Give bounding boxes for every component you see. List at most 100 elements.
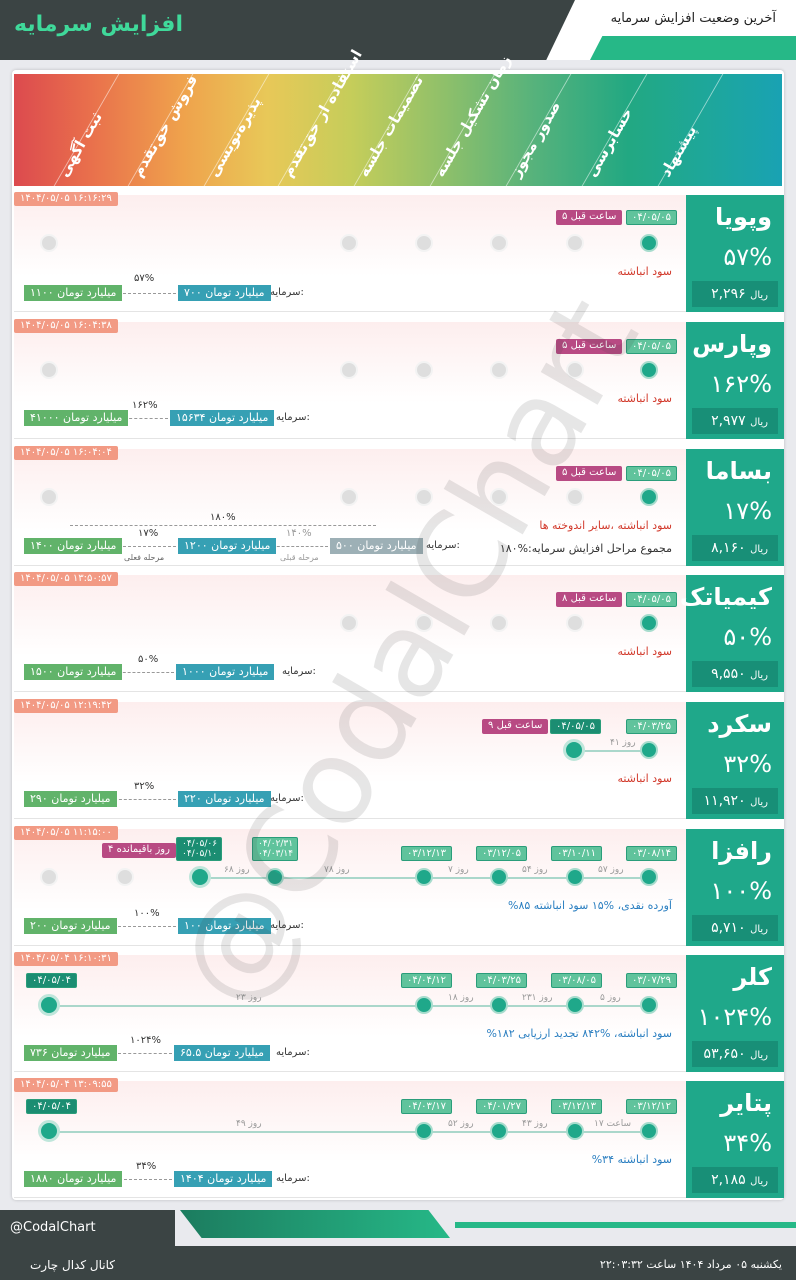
stage-dot-current <box>38 994 60 1016</box>
date-tag: ۰۴/۰۵/۰۴ <box>26 1099 77 1114</box>
company-row[interactable]: پتایر ۳۴% ۲,۱۸۵ ریال ۱۴۰۴/۰۵/۰۴ ۱۳:۰۹:۵۵… <box>14 1078 784 1198</box>
date-tag: ۰۴/۰۵/۰۵ <box>626 339 677 354</box>
price-unit: ریال <box>750 417 768 428</box>
days-label: ۶۸ روز <box>224 865 250 875</box>
days-label: ۴۳ روز <box>522 1119 548 1129</box>
increase-percent: ۳۲% <box>723 750 772 778</box>
company-row[interactable]: رافزا ۱۰۰% ۵,۷۱۰ ریال ۱۴۰۴/۰۵/۰۵ ۱۱:۱۵:۰… <box>14 826 784 946</box>
stage-dot <box>490 234 508 252</box>
timestamp-badge: ۱۴۰۴/۰۵/۰۵ ۱۳:۵۰:۵۷ <box>14 572 118 586</box>
company-card[interactable]: وپارس ۱۶۲% ۲,۹۷۷ ریال <box>686 322 784 439</box>
report-datetime: یکشنبه ۰۵ مرداد ۱۴۰۴ ساعت ۲۲:۰۳:۳۲ <box>599 1258 782 1271</box>
company-name: وپارس <box>692 330 772 358</box>
company-card[interactable]: پتایر ۳۴% ۲,۱۸۵ ریال <box>686 1081 784 1198</box>
company-card[interactable]: بساما ۱۷% ۸,۱۶۰ ریال <box>686 449 784 566</box>
ago-tag: ۹ ساعت قبل <box>482 719 549 734</box>
days-label: ۷ روز <box>448 865 469 875</box>
company-name: پتایر <box>720 1089 772 1117</box>
date-tag: ۰۳/۰۸/۰۵ <box>551 973 602 988</box>
stage-dot-current <box>189 866 211 888</box>
timeline-line <box>50 1131 650 1133</box>
stage-dot-active <box>490 996 508 1014</box>
date-tag: ۰۳/۱۰/۱۱ <box>551 846 602 861</box>
stage-dot <box>415 234 433 252</box>
method-description: سود انباشته <box>617 265 672 278</box>
capital-to: ۱۱۰۰ میلیارد تومان <box>24 285 123 301</box>
method-description: سود انباشته ،سایر اندوخته ها <box>539 519 672 532</box>
capital-increase: ۱۷% <box>138 528 159 539</box>
capital-from: ۱۵۶۳۴ میلیارد تومان <box>170 410 275 426</box>
company-name: سکرد <box>707 710 772 738</box>
stage-dot-active <box>566 868 584 886</box>
capital-from: ۱۲۰۰ میلیارد تومان <box>178 538 277 554</box>
company-card[interactable]: وپویا ۵۷% ۲,۲۹۶ ریال <box>686 195 784 312</box>
stage-dot-active <box>490 1122 508 1140</box>
days-label: ۱۷ ساعت <box>594 1119 632 1129</box>
price-box: ۵,۷۱۰ ریال <box>692 915 778 941</box>
date-tag: ۰۴/۰۵/۰۵ <box>550 719 601 734</box>
timestamp-badge: ۱۴۰۴/۰۵/۰۴ ۱۳:۰۹:۵۵ <box>14 1078 118 1092</box>
method-description: سود انباشته <box>617 772 672 785</box>
capital-increase: ۱۰۲۴% <box>130 1035 161 1046</box>
price-unit: ریال <box>750 1050 768 1061</box>
timestamp-badge: ۱۴۰۴/۰۵/۰۵ ۱۶:۰۴:۰۴ <box>14 446 118 460</box>
company-row[interactable]: وپویا ۵۷% ۲,۲۹۶ ریال ۱۴۰۴/۰۵/۰۵ ۱۶:۱۶:۲۹… <box>14 192 784 312</box>
ago-tag: ۵ ساعت قبل <box>556 339 623 354</box>
company-card[interactable]: کیمیاتک ۵۰% ۹,۵۵۰ ریال <box>680 575 784 692</box>
company-row[interactable]: بساما ۱۷% ۸,۱۶۰ ریال ۱۴۰۴/۰۵/۰۵ ۱۶:۰۴:۰۴… <box>14 446 784 566</box>
company-name: بساما <box>705 457 772 485</box>
stage-dot <box>340 614 358 632</box>
stage-dot <box>40 488 58 506</box>
capital-increase: ۱۰۰% <box>134 908 160 919</box>
footer: @CodalChart کانال کدال چارت یکشنبه ۰۵ مر… <box>0 1210 796 1280</box>
stage-dot-active <box>566 1122 584 1140</box>
increase-percent: ۵۷% <box>723 243 772 271</box>
ago-tag: ۵ ساعت قبل <box>556 466 623 481</box>
company-row[interactable]: کلر ۱۰۲۴% ۵۳,۶۵۰ ریال ۱۴۰۴/۰۵/۰۴ ۱۶:۱۰:۳… <box>14 952 784 1072</box>
capital-label: سرمایه: <box>282 666 316 677</box>
increase-percent: ۳۴% <box>723 1129 772 1157</box>
stage-header: پیشنهاد حسابرسی صدور مجوز زمان تشکیل جلس… <box>14 47 782 186</box>
total-bracket <box>70 525 376 526</box>
days-label: ۲۳ روز <box>236 993 262 1003</box>
price-value: ۲,۹۷۷ <box>711 413 746 429</box>
date-range-tag: ۰۴/۰۲/۳۱ ۰۴/۰۳/۱۴ <box>252 837 298 861</box>
twitter-handle[interactable]: @CodalChart <box>10 1220 96 1235</box>
stage-dot-active <box>640 614 658 632</box>
date-tag: ۰۴/۰۴/۱۲ <box>401 973 452 988</box>
capital-from: ۱۴۰۴ میلیارد تومان <box>174 1171 273 1187</box>
date-tag: ۰۴/۰۳/۲۵ <box>626 719 677 734</box>
price-value: ۸,۱۶۰ <box>711 540 746 556</box>
capital-increase: ۱۶۲% <box>132 400 158 411</box>
date-tag: ۰۳/۱۲/۱۳ <box>551 1099 602 1114</box>
timestamp-badge: ۱۴۰۴/۰۵/۰۵ ۱۶:۱۶:۲۹ <box>14 192 118 206</box>
top-bar: افزایش سرمایه آخرین وضعیت افزایش سرمایه <box>0 0 796 60</box>
company-row[interactable]: وپارس ۱۶۲% ۲,۹۷۷ ریال ۱۴۰۴/۰۵/۰۵ ۱۶:۰۴:۳… <box>14 319 784 439</box>
capital-increase: ۵۷% <box>134 273 155 284</box>
ago-tag: ۵ ساعت قبل <box>556 210 623 225</box>
days-label: ۵۴ روز <box>522 865 548 875</box>
increase-percent: ۵۰% <box>723 623 772 651</box>
company-card[interactable]: کلر ۱۰۲۴% ۵۳,۶۵۰ ریال <box>686 955 784 1072</box>
capital-increase: ۳۲% <box>134 781 155 792</box>
timestamp-badge: ۱۴۰۴/۰۵/۰۴ ۱۶:۱۰:۳۱ <box>14 952 118 966</box>
stage-dot-active <box>490 868 508 886</box>
company-name: رافزا <box>711 837 772 865</box>
date-tag: ۰۳/۰۸/۱۴ <box>626 846 677 861</box>
previous-arrow <box>272 546 328 547</box>
capital-increase: ۳۴% <box>136 1161 157 1172</box>
company-row[interactable]: کیمیاتک ۵۰% ۹,۵۵۰ ریال ۱۴۰۴/۰۵/۰۵ ۱۳:۵۰:… <box>14 572 784 692</box>
capital-increase: ۵۰% <box>138 654 159 665</box>
stage-dot <box>566 234 584 252</box>
company-card[interactable]: رافزا ۱۰۰% ۵,۷۱۰ ریال <box>686 829 784 946</box>
company-row[interactable]: سکرد ۳۲% ۱۱,۹۲۰ ریال ۱۴۰۴/۰۵/۰۵ ۱۲:۱۹:۴۲… <box>14 699 784 819</box>
method-description: %۳۴ سود انباشته <box>591 1153 672 1166</box>
capital-arrow <box>118 293 176 294</box>
previous-increase: ۱۴۰% <box>286 528 312 539</box>
stage-dot-active <box>415 868 433 886</box>
method-description: سود انباشته <box>617 392 672 405</box>
stage-dot-active <box>640 234 658 252</box>
stage-dot-active <box>415 1122 433 1140</box>
timestamp-badge: ۱۴۰۴/۰۵/۰۵ ۱۲:۱۹:۴۲ <box>14 699 118 713</box>
company-card[interactable]: سکرد ۳۲% ۱۱,۹۲۰ ریال <box>686 702 784 819</box>
